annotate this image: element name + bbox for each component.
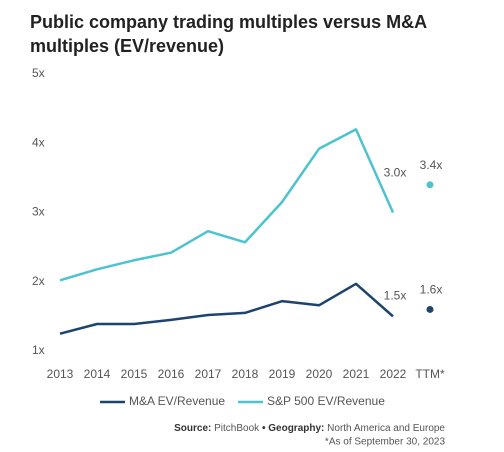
data-label: 1.5x — [384, 289, 407, 303]
x-tick-label: 2016 — [158, 367, 185, 381]
data-label: 3.0x — [384, 166, 407, 180]
x-tick-label: 2020 — [306, 367, 333, 381]
source: Source: PitchBook • Geography: North Ame… — [174, 423, 445, 434]
x-tick-label: 2013 — [47, 367, 74, 381]
data-label: 1.6x — [420, 283, 443, 297]
footnote: *As of September 30, 2023 — [325, 437, 446, 448]
y-tick-label: 4x — [32, 135, 45, 149]
y-tick-label: 2x — [32, 274, 45, 288]
x-tick-label: 2018 — [232, 367, 259, 381]
separator: • — [262, 423, 266, 434]
x-tick-label: 2019 — [269, 367, 296, 381]
y-tick-label: 1x — [32, 343, 45, 357]
legend-label: S&P 500 EV/Revenue — [267, 394, 385, 408]
x-tick-label: 2022 — [380, 367, 407, 381]
x-tick-label: 2021 — [343, 367, 370, 381]
x-tick-label: 2017 — [195, 367, 222, 381]
legend-label: M&A EV/Revenue — [129, 394, 225, 408]
source-text: PitchBook — [214, 423, 260, 434]
series-line — [59, 282, 394, 335]
y-tick-label: 3x — [32, 205, 45, 219]
x-tick-label: TTM* — [415, 367, 445, 381]
data-label: 3.4x — [420, 158, 443, 172]
source-label: Source: — [174, 423, 211, 434]
chart-title: Public company trading multiples versus … — [30, 12, 427, 32]
chart-title: multiples (EV/revenue) — [30, 36, 224, 56]
series-line — [59, 128, 395, 282]
ttm-point — [426, 305, 434, 313]
x-tick-label: 2014 — [84, 367, 111, 381]
geo-text: North America and Europe — [327, 423, 445, 434]
geo-label: Geography: — [268, 423, 324, 434]
ttm-point — [426, 181, 434, 189]
y-tick-label: 5x — [32, 66, 45, 80]
x-tick-label: 2015 — [121, 367, 148, 381]
